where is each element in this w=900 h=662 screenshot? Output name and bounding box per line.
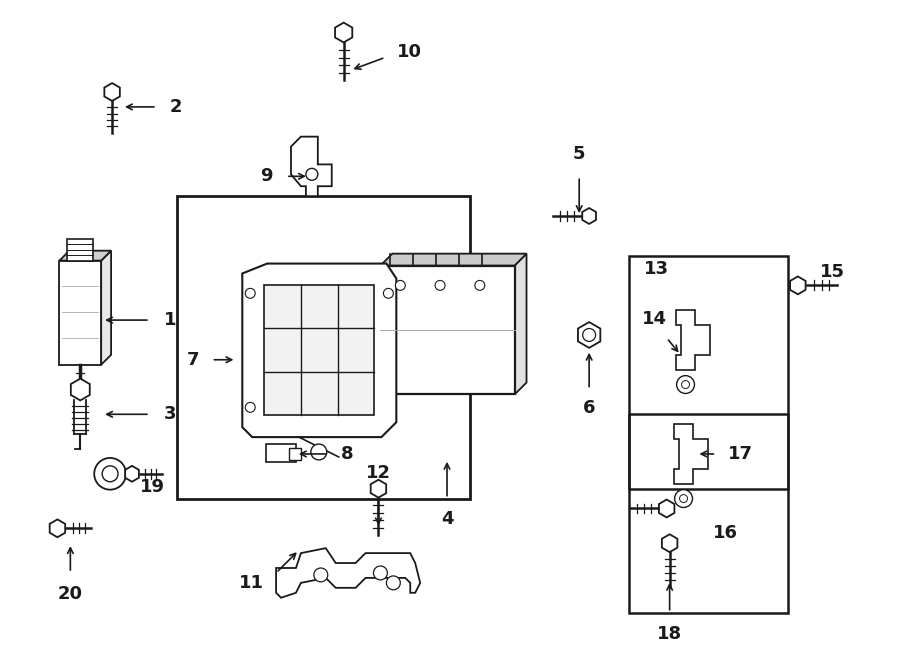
Text: 13: 13 — [644, 260, 669, 277]
Text: 11: 11 — [239, 574, 265, 592]
Text: 17: 17 — [728, 445, 753, 463]
Circle shape — [675, 490, 692, 508]
Circle shape — [582, 328, 596, 342]
Text: 7: 7 — [187, 351, 200, 369]
Polygon shape — [291, 136, 332, 196]
Text: 15: 15 — [820, 263, 845, 281]
Text: 19: 19 — [140, 478, 165, 496]
Polygon shape — [790, 277, 806, 295]
Text: 1: 1 — [164, 311, 176, 329]
Polygon shape — [276, 548, 420, 598]
Text: 16: 16 — [714, 524, 738, 542]
Polygon shape — [101, 251, 111, 365]
Polygon shape — [676, 310, 710, 369]
Circle shape — [374, 566, 387, 580]
Polygon shape — [515, 254, 526, 395]
Text: 12: 12 — [366, 463, 391, 482]
Polygon shape — [582, 208, 596, 224]
Polygon shape — [242, 263, 396, 437]
Circle shape — [103, 466, 118, 482]
Bar — [265, 285, 374, 415]
Text: 8: 8 — [341, 445, 354, 463]
Circle shape — [395, 281, 405, 291]
Bar — [68, 239, 94, 261]
Bar — [266, 444, 296, 462]
Circle shape — [314, 568, 328, 582]
Polygon shape — [673, 424, 708, 484]
Text: 2: 2 — [170, 98, 182, 116]
Circle shape — [246, 402, 256, 412]
Polygon shape — [104, 83, 120, 101]
Circle shape — [310, 444, 327, 460]
Text: 14: 14 — [643, 310, 667, 328]
Text: 3: 3 — [164, 405, 176, 423]
Circle shape — [681, 381, 689, 389]
Text: 18: 18 — [657, 624, 682, 643]
Text: 20: 20 — [58, 585, 83, 603]
Circle shape — [680, 495, 688, 502]
Circle shape — [435, 281, 445, 291]
Text: 6: 6 — [583, 399, 596, 418]
Text: 4: 4 — [441, 510, 454, 528]
Circle shape — [677, 375, 695, 393]
Bar — [59, 261, 101, 365]
Polygon shape — [381, 254, 526, 265]
Bar — [381, 265, 515, 395]
Polygon shape — [125, 466, 139, 482]
Bar — [289, 448, 301, 460]
Circle shape — [94, 458, 126, 490]
Polygon shape — [578, 322, 600, 348]
Polygon shape — [371, 480, 386, 498]
Polygon shape — [662, 534, 678, 552]
Polygon shape — [50, 520, 65, 538]
Circle shape — [383, 289, 393, 299]
Polygon shape — [335, 23, 352, 42]
Bar — [629, 414, 788, 612]
Text: 9: 9 — [261, 167, 273, 185]
Circle shape — [246, 289, 256, 299]
Circle shape — [306, 168, 318, 180]
Circle shape — [475, 281, 485, 291]
Bar — [629, 256, 788, 489]
Bar — [176, 196, 470, 498]
Text: 10: 10 — [397, 43, 422, 62]
Polygon shape — [71, 379, 90, 401]
Polygon shape — [659, 500, 674, 518]
Polygon shape — [59, 251, 111, 261]
Text: 5: 5 — [573, 146, 585, 164]
Circle shape — [386, 576, 400, 590]
